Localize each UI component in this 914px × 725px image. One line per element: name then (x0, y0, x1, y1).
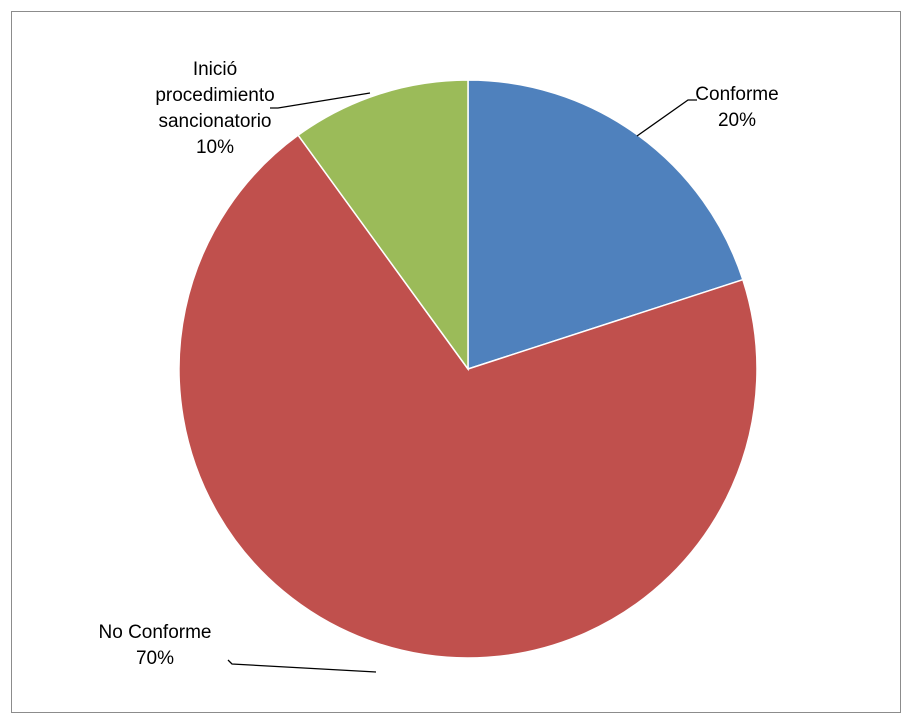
data-label-category: Conforme (695, 84, 778, 105)
data-labels: Conforme 20% No Conforme 70% Inició procedimi… (99, 59, 779, 669)
data-label-percent: 70% (136, 648, 174, 669)
data-label-category: No Conforme (99, 622, 212, 643)
leader-line-inicio-procedimiento-sancionatorio (270, 92, 371, 109)
pie-slice-no-conforme (178, 134, 758, 659)
pie-slices (178, 79, 758, 659)
pie-slice-inicio-procedimiento-sancionatorio (297, 79, 469, 372)
leader-line-conforme (636, 99, 697, 137)
data-label-category: sancionatorio (158, 111, 271, 132)
data-label-conforme: Conforme 20% (695, 84, 778, 131)
data-label-inicio-procedimiento-sancionatorio: Inició procedimiento sancionatorio 10% (155, 59, 274, 158)
data-label-no-conforme: No Conforme 70% (99, 622, 212, 669)
leader-lines (227, 92, 697, 673)
leader-line-no-conforme (227, 659, 377, 673)
data-label-category: procedimiento (155, 85, 274, 106)
data-label-percent: 20% (718, 110, 756, 131)
data-label-category: Inició (193, 59, 237, 80)
data-label-percent: 10% (196, 137, 234, 158)
